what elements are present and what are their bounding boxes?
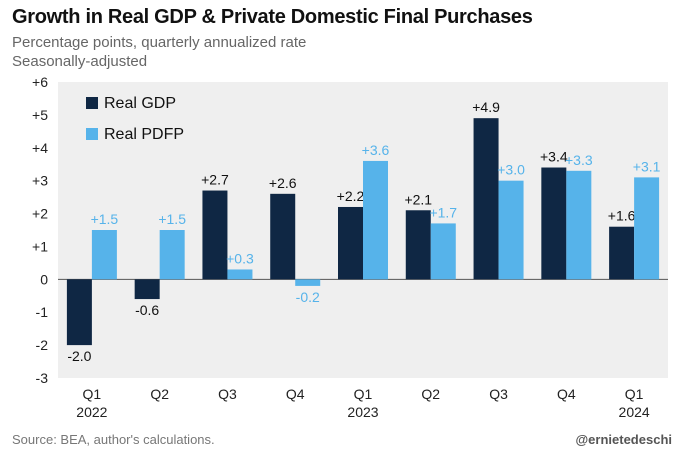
pdfp-bar (295, 279, 321, 286)
pdfp-bar (363, 160, 388, 280)
x-tick-label: Q2 (150, 386, 169, 402)
pdfp-value-label: +3.3 (565, 152, 593, 168)
pdfp-value-label: +1.5 (91, 211, 119, 227)
gdp-value-label: +2.2 (337, 188, 365, 204)
pdfp-bar (634, 177, 660, 280)
pdfp-value-label: +3.0 (497, 162, 525, 178)
y-tick-label: +4 (32, 140, 48, 156)
chart-title: Growth in Real GDP & Private Domestic Fi… (12, 6, 533, 28)
x-tick-label: Q1 (354, 386, 373, 402)
x-year-label: 2023 (347, 404, 378, 420)
pdfp-bar (566, 170, 592, 280)
x-tick-label: Q4 (286, 386, 305, 402)
source-note: Source: BEA, author's calculations. (12, 432, 215, 447)
gdp-value-label: +4.9 (472, 99, 500, 115)
gdp-value-label: -2.0 (67, 348, 91, 364)
x-tick-label: Q1 (625, 386, 644, 402)
y-tick-label: +1 (32, 238, 48, 254)
gdp-value-label: +2.1 (404, 191, 432, 207)
gdp-value-label: +2.6 (269, 175, 297, 191)
x-year-label: 2024 (619, 404, 650, 420)
gdp-bar (134, 279, 160, 300)
pdfp-value-label: +1.5 (158, 211, 186, 227)
gdp-value-label: +2.7 (201, 172, 229, 188)
x-tick-label: Q3 (489, 386, 508, 402)
x-tick-label: Q1 (83, 386, 102, 402)
pdfp-bar (159, 230, 185, 280)
gdp-bar (541, 167, 567, 280)
pdfp-value-label: +3.1 (633, 158, 661, 174)
pdfp-value-label: +0.3 (226, 250, 254, 266)
gdp-bar (202, 190, 228, 280)
y-tick-label: +3 (32, 173, 48, 189)
pdfp-bar (430, 223, 456, 280)
x-year-label: 2022 (76, 404, 107, 420)
y-tick-label: 0 (40, 271, 48, 287)
pdfp-bar (227, 269, 253, 280)
y-tick-label: -1 (36, 304, 49, 320)
y-tick-label: -2 (36, 337, 49, 353)
legend-swatch (86, 128, 98, 140)
y-tick-label: +2 (32, 206, 48, 222)
y-tick-label: +5 (32, 107, 48, 123)
gdp-bar (270, 193, 296, 280)
gdp-value-label: +1.6 (608, 208, 636, 224)
chart-subtitle-seasonal: Seasonally-adjusted (12, 53, 148, 70)
gdp-bar (473, 118, 499, 280)
pdfp-value-label: -0.2 (296, 289, 320, 305)
x-tick-label: Q3 (218, 386, 237, 402)
gdp-bar (405, 210, 431, 280)
legend-label: Real GDP (104, 95, 176, 112)
gdp-bar (66, 279, 92, 346)
pdfp-bar (498, 180, 524, 280)
pdfp-bar (91, 230, 117, 280)
pdfp-value-label: +3.6 (362, 142, 390, 158)
x-tick-label: Q2 (421, 386, 440, 402)
author-handle: @ernietedeschi (575, 432, 673, 447)
chart-subtitle: Percentage points, quarterly annualized … (12, 34, 307, 51)
gdp-value-label: -0.6 (135, 302, 159, 318)
pdfp-value-label: +1.7 (429, 204, 457, 220)
x-tick-label: Q4 (557, 386, 576, 402)
gdp-bar (609, 226, 635, 280)
gdp-value-label: +3.4 (540, 149, 568, 165)
legend-swatch (86, 97, 98, 109)
gdp-bar (338, 206, 363, 280)
legend-label: Real PDFP (104, 126, 184, 143)
y-tick-label: -3 (36, 370, 49, 386)
y-tick-label: +6 (32, 74, 48, 90)
